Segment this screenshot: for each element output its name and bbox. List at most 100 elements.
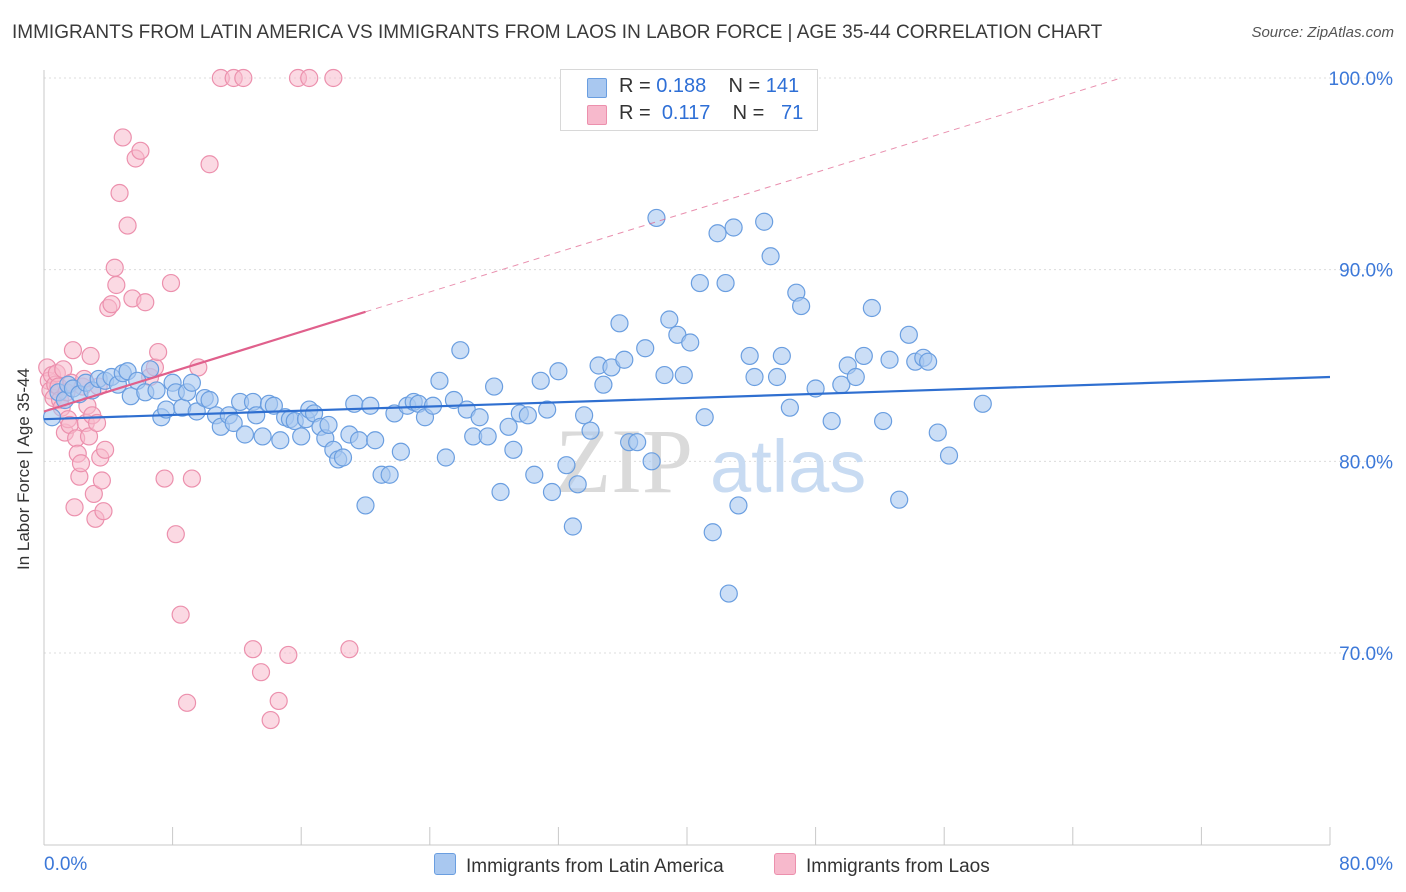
point-latin-america [874, 411, 893, 431]
bottom-legend-label-b: Immigrants from Laos [806, 856, 990, 877]
legend-r-label: R = [619, 102, 651, 124]
axes [43, 70, 1331, 846]
legend-n-value-b: 71 [780, 102, 804, 124]
point-laos [171, 605, 190, 624]
point-latin-america [147, 381, 166, 400]
point-latin-america [655, 365, 674, 385]
point-latin-america [862, 298, 881, 318]
bottom-legend-swatch-pink [774, 853, 796, 875]
point-latin-america [349, 431, 369, 450]
legend-n-value-a: 141 [765, 75, 800, 97]
point-laos [200, 155, 219, 174]
point-latin-america [187, 402, 206, 421]
point-latin-america [690, 273, 709, 293]
x-tick-label: 80.0% [1339, 854, 1393, 875]
point-latin-america [973, 394, 992, 413]
watermark-atlas: atlas [710, 425, 866, 508]
point-latin-america [854, 346, 873, 366]
point-laos [324, 68, 343, 88]
tick-labels: 70.0% 80.0% 90.0% 100.0% 0.0% 80.0% [44, 69, 1393, 875]
y-axis-label: In Labor Force | Age 35-44 [14, 368, 33, 570]
point-latin-america [880, 350, 899, 369]
point-latin-america [928, 423, 947, 442]
watermark-zip: ZIP [555, 410, 693, 512]
point-latin-america [724, 218, 743, 237]
point-laos [84, 484, 103, 504]
bottom-legend-label-a: Immigrants from Latin America [466, 856, 724, 877]
point-latin-america [224, 413, 243, 433]
point-latin-america [708, 224, 727, 243]
point-latin-america [361, 396, 380, 415]
correlation-legend: R = 0.188 N = 141 R = 0.117 N = 71 [560, 69, 818, 131]
series-latin-america-points [42, 208, 992, 603]
point-latin-america [182, 373, 201, 392]
point-latin-america [761, 247, 780, 266]
bottom-legend-swatch-blue [434, 853, 456, 875]
trend-lines [43, 77, 1331, 421]
point-latin-america [772, 346, 791, 366]
point-latin-america [674, 365, 693, 385]
point-latin-america [380, 465, 399, 484]
point-laos [234, 68, 253, 88]
point-latin-america [610, 314, 629, 333]
point-latin-america [660, 310, 679, 329]
point-latin-america [647, 208, 666, 228]
grid-lines [44, 77, 1390, 654]
point-laos [107, 275, 126, 295]
point-laos [136, 293, 155, 312]
point-laos [94, 502, 113, 521]
y-tick-label: 100.0% [1329, 69, 1394, 90]
point-laos [300, 68, 319, 88]
point-latin-america [504, 440, 523, 459]
point-latin-america [491, 482, 510, 502]
series-laos-points [38, 68, 359, 730]
point-laos [243, 640, 263, 659]
point-laos [110, 183, 129, 203]
point-laos [81, 346, 100, 366]
point-laos [105, 258, 124, 277]
y-tick-label: 70.0% [1339, 644, 1393, 665]
point-laos [161, 273, 181, 293]
source-label: Source: ZipAtlas.com [1251, 24, 1394, 41]
point-laos [102, 295, 121, 314]
point-latin-america [470, 408, 489, 427]
point-laos [269, 691, 288, 711]
trendline-latin-america [43, 375, 1331, 421]
point-latin-america [538, 400, 557, 419]
point-laos [95, 440, 115, 459]
point-latin-america [716, 273, 735, 293]
point-laos [71, 454, 91, 473]
point-laos [131, 141, 150, 160]
point-laos [251, 663, 271, 682]
point-latin-america [366, 431, 385, 450]
point-latin-america [846, 367, 865, 387]
point-latin-america [594, 375, 613, 394]
bottom-legend-laos: Immigrants from Laos [774, 853, 990, 878]
point-latin-america [575, 406, 594, 425]
point-latin-america [729, 496, 748, 515]
point-latin-america [518, 406, 537, 425]
point-latin-america [264, 396, 283, 415]
point-laos [65, 498, 84, 517]
point-latin-america [636, 339, 655, 358]
legend-n-label: N = [732, 102, 765, 124]
point-latin-america [542, 482, 562, 502]
point-latin-america [444, 390, 464, 410]
point-latin-america [253, 427, 272, 446]
point-latin-america [430, 371, 449, 390]
point-latin-america [642, 452, 661, 471]
point-latin-america [767, 367, 787, 387]
point-latin-america [391, 442, 410, 461]
legend-swatch-blue [587, 78, 607, 98]
x-tick-label: 0.0% [44, 854, 87, 875]
legend-swatch-pink [587, 105, 607, 125]
point-latin-america [792, 296, 811, 316]
point-latin-america [356, 496, 375, 515]
point-laos [63, 341, 83, 360]
point-latin-america [695, 408, 714, 427]
point-latin-america [292, 427, 311, 446]
point-latin-america [755, 212, 774, 231]
point-laos [155, 469, 174, 488]
y-tick-label: 80.0% [1339, 452, 1393, 473]
legend-r-value-b: 0.117 [661, 102, 711, 124]
